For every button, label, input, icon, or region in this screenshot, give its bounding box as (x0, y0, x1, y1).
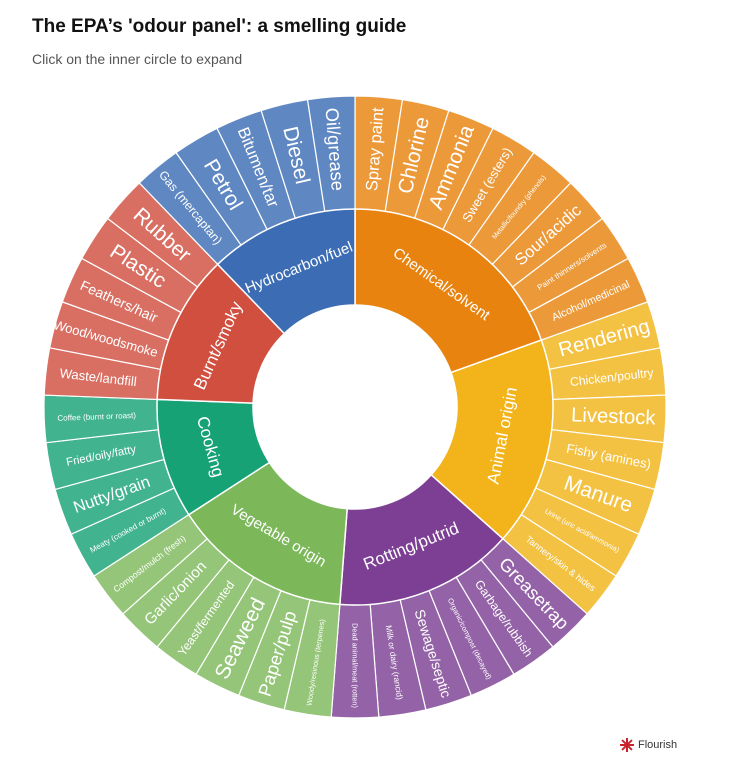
flourish-credit-label: Flourish (638, 739, 678, 751)
chart-title: The EPA’s 'odour panel': a smelling guid… (32, 16, 407, 37)
leaf-label-coffee-burnt-or-roast: Coffee (burnt or roast) (57, 411, 136, 423)
chart-subtitle: Click on the inner circle to expand (32, 51, 243, 67)
leaf-label-livestock: Livestock (571, 404, 657, 429)
flourish-logo-icon (620, 738, 634, 752)
flourish-credit[interactable]: Flourish (620, 738, 677, 752)
leaf-label-dead-animal-meat-rotten: Dead animal/meat (rotten) (351, 623, 360, 708)
center-hole (253, 305, 457, 509)
